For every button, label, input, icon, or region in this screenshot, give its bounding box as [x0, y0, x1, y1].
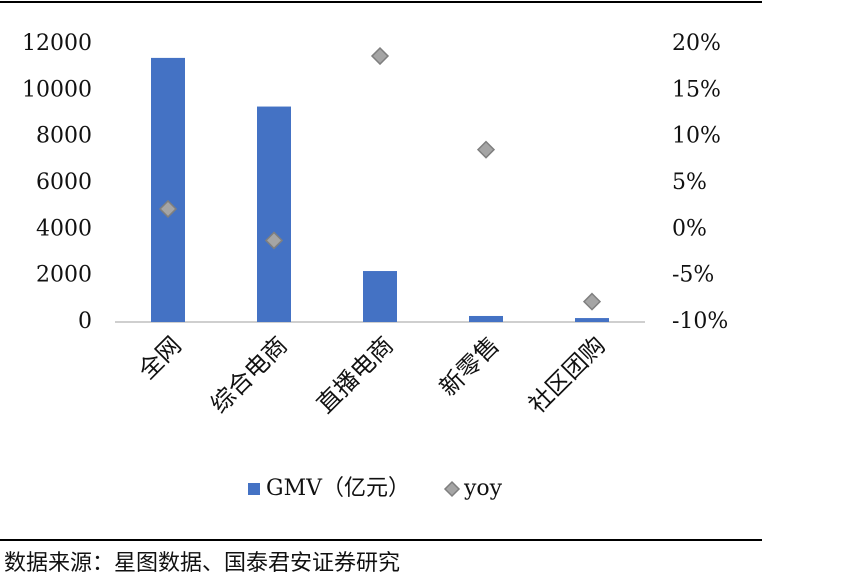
bar — [151, 57, 185, 323]
yoy-marker — [370, 46, 390, 66]
bar — [469, 315, 503, 322]
source: 数据来源：星图数据、国泰君安证券研究 — [4, 551, 400, 576]
y2-tick-label: 15% — [672, 77, 721, 102]
yoy-marker — [476, 140, 496, 159]
y2-tick-label: -5% — [672, 263, 714, 288]
yoy-marker — [582, 292, 602, 311]
legend-label: yoy — [463, 476, 503, 501]
y-tick-label: 8000 — [36, 124, 92, 149]
yoy-marker — [264, 231, 284, 250]
legend-swatch — [248, 483, 260, 495]
y2-tick-label: 20% — [672, 31, 721, 56]
y-tick-label: 0 — [78, 309, 92, 334]
y-tick-label: 2000 — [36, 263, 92, 288]
bar — [363, 271, 397, 322]
x-tick-label: 新零售 — [434, 331, 505, 402]
x-tick-label: 综合电商 — [205, 331, 293, 419]
bar — [575, 318, 609, 322]
y-tick-label: 12000 — [22, 31, 92, 56]
y2-tick-label: 10% — [672, 124, 721, 149]
legend-label: GMV（亿元） — [266, 476, 410, 501]
y-tick-label: 4000 — [36, 216, 92, 241]
yoy-marker — [158, 199, 178, 219]
x-tick-label: 社区团购 — [523, 331, 611, 419]
y2-tick-label: 5% — [672, 170, 707, 195]
bar — [257, 106, 291, 322]
x-tick-label: 全网 — [133, 331, 187, 385]
y2-tick-label: 0% — [672, 216, 707, 241]
y2-tick-label: -10% — [672, 309, 728, 334]
legend-swatch — [443, 480, 461, 498]
x-tick-label: 直播电商 — [311, 331, 399, 419]
y-tick-label: 10000 — [22, 77, 92, 102]
y-tick-label: 6000 — [36, 170, 92, 195]
